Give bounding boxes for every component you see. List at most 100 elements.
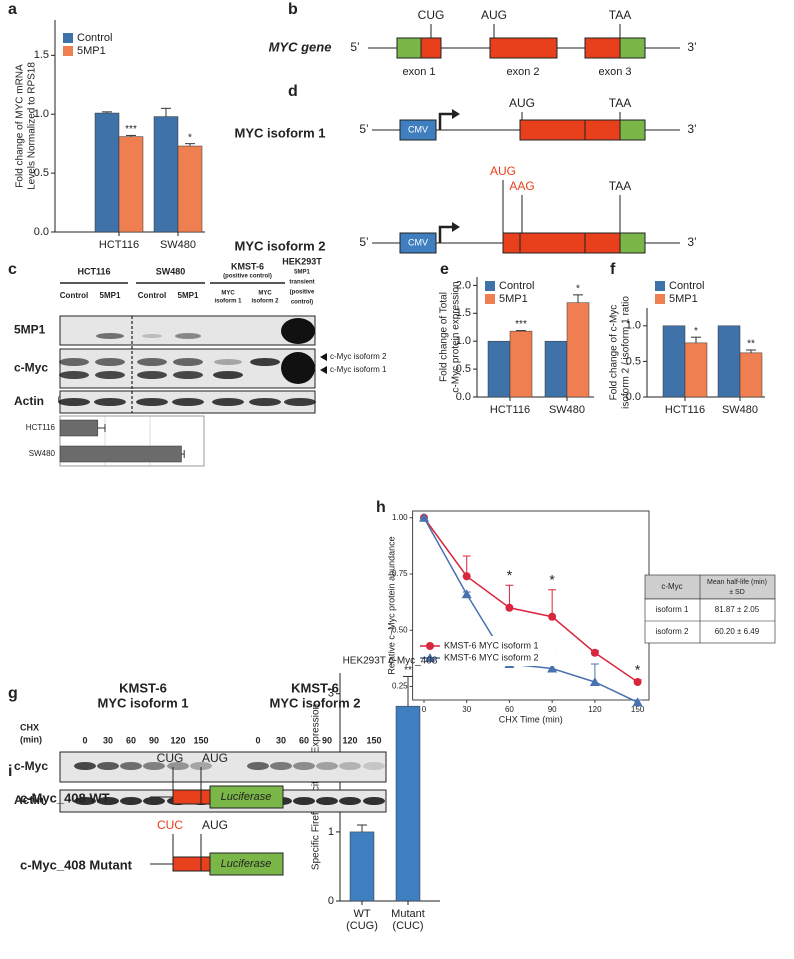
x-tick-label: 90 [548, 705, 557, 714]
exon-label: exon 2 [506, 66, 539, 78]
error-bar [161, 107, 171, 117]
promoter-label: CMV [408, 124, 428, 134]
y-tick-label: 1.0 [626, 320, 641, 332]
legend-swatch [63, 33, 73, 43]
promoter [399, 232, 437, 254]
cds [489, 37, 558, 59]
five-prime: 5’ [350, 40, 359, 54]
tss-arrowhead [452, 222, 460, 232]
band [247, 762, 269, 770]
y-tick-label: SW480 [29, 449, 56, 458]
codon-label: AUG [202, 818, 228, 832]
bar [739, 352, 763, 398]
group-label: 5MP1 [294, 270, 310, 276]
codon-label: AAG [509, 179, 534, 193]
bar [94, 112, 120, 233]
utr [619, 37, 646, 59]
time-label: 30 [103, 735, 113, 745]
band [214, 359, 242, 365]
codon-label: TAA [609, 96, 631, 110]
band [212, 398, 244, 406]
point [590, 648, 599, 657]
cds [420, 37, 442, 59]
significance: ** [747, 339, 755, 350]
table-header-cell: c-Myc [661, 582, 682, 591]
row-label: Actin [14, 394, 44, 408]
series-line [423, 517, 639, 683]
exon-label: exon 1 [402, 66, 435, 78]
band [59, 371, 89, 379]
time-label: 120 [342, 735, 357, 745]
band [316, 762, 338, 770]
y-tick-label: 1 [328, 826, 334, 838]
lane-label: 5MP1 [100, 291, 121, 300]
band [190, 762, 212, 770]
time-label: 120 [170, 735, 185, 745]
error-bar [102, 111, 112, 114]
legend-label: KMST-6 MYC isoform 1 [444, 640, 539, 650]
group-label: HCT116 [77, 266, 110, 276]
band [339, 762, 361, 770]
band [173, 358, 203, 366]
y-tick-label: 3 [328, 688, 334, 700]
bar [395, 705, 421, 902]
band [58, 398, 90, 406]
reporter-gene [209, 785, 284, 809]
point [632, 697, 643, 707]
codon-label: CUG [418, 8, 445, 22]
leader [172, 789, 211, 805]
table-cell: 81.87 ± 2.05 [715, 605, 760, 614]
treatment-label: (min) [20, 734, 42, 744]
point [426, 642, 434, 650]
y-tick-label: 0.5 [456, 363, 471, 375]
group-label: control) [291, 300, 313, 306]
panel-letter: i [8, 763, 12, 780]
band [293, 797, 315, 805]
x-tick-label: WT [353, 908, 370, 920]
significance: * [507, 567, 513, 583]
plot-frame [412, 510, 650, 701]
error-bar [97, 424, 106, 432]
x-tick-label: 60 [505, 705, 514, 714]
band [143, 762, 165, 770]
legend-swatch [485, 281, 495, 291]
codon-label: TAA [609, 179, 631, 193]
lane-label: 5MP1 [178, 291, 199, 300]
bar [487, 340, 511, 398]
y-tick-label: 0 [328, 895, 334, 907]
chart-title: HEK293T c-Myc_408 [343, 656, 438, 667]
band [270, 762, 292, 770]
legend-swatch [63, 46, 73, 56]
bar [544, 340, 568, 398]
panel-letter: g [8, 685, 18, 702]
band [95, 358, 125, 366]
x-tick-label: 120 [588, 705, 602, 714]
significance: * [549, 571, 555, 587]
panel-letter: d [288, 83, 298, 100]
y-tick-label: 1.5 [456, 307, 471, 319]
codon-label: AUG [509, 96, 535, 110]
lane-label: isoform 2 [251, 299, 279, 305]
significance: ** [404, 665, 412, 676]
tss-arrowhead [452, 109, 460, 119]
point [418, 512, 429, 522]
y-axis-label: Levels Normalized to RPS18 [27, 62, 38, 190]
x-tick-label: SW480 [549, 404, 585, 416]
group-label: MYC isoform 1 [97, 695, 188, 710]
error-bar [548, 589, 557, 617]
band [363, 797, 385, 805]
treatment-label: CHX [20, 722, 39, 732]
time-label: 150 [193, 735, 208, 745]
bar [349, 831, 375, 902]
y-tick-label: 1.5 [34, 49, 49, 61]
table-header [644, 574, 776, 600]
y-tick-label: 0.0 [626, 391, 641, 403]
band-arrow [320, 366, 327, 374]
gene-label: Luciferase [221, 791, 272, 803]
tss-arrow [438, 112, 452, 130]
band [363, 762, 385, 770]
point [461, 589, 472, 599]
legend-swatch [485, 294, 495, 304]
time-label: 60 [126, 735, 136, 745]
